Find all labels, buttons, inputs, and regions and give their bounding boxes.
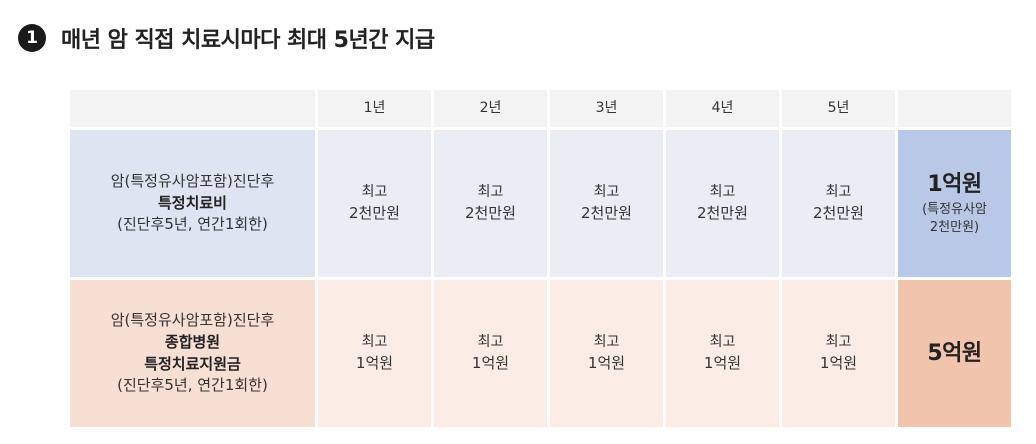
cell-amount: 2천만원 [697, 203, 748, 222]
row-label-line: 암(특정유사암포함)진단후 [110, 311, 275, 329]
row-label-title: 종합병원 [164, 332, 221, 351]
cell-amount: 2천만원 [465, 203, 516, 222]
table-row: 암(특정유사암포함)진단후 특정치료비 (진단후5년, 연간1회한) 최고 2천… [70, 130, 1011, 277]
cell-max-label: 최고 [361, 334, 388, 351]
benefit-table: 1년 2년 3년 4년 5년 암(특정유사암포함)진단후 특정치료비 (진단후5… [67, 87, 1014, 430]
cell-amount: 2천만원 [581, 203, 632, 222]
header-total-empty-cell [898, 90, 1011, 127]
total-cell: 5억원 [898, 280, 1011, 427]
row-label-note: (진단후5년, 연간1회한) [117, 215, 268, 234]
total-amount: 5억원 [927, 340, 982, 366]
year-cell: 최고 2천만원 [782, 130, 895, 277]
number-badge: 1 [18, 24, 46, 52]
table-header-row: 1년 2년 3년 4년 5년 [70, 90, 1011, 127]
year-cell: 최고 1억원 [782, 280, 895, 427]
cell-max-label: 최고 [593, 334, 620, 351]
total-amount: 1억원 [927, 171, 982, 197]
year-cell: 최고 2천만원 [318, 130, 431, 277]
header-year-1: 1년 [318, 90, 431, 127]
year-cell: 최고 1억원 [318, 280, 431, 427]
cell-max-label: 최고 [477, 184, 504, 201]
cell-amount: 1억원 [703, 353, 742, 372]
row-label-title: 특정치료지원금 [144, 354, 241, 373]
total-note: (특정유사암 [922, 201, 987, 217]
cell-amount: 2천만원 [813, 203, 864, 222]
year-cell: 최고 2천만원 [434, 130, 547, 277]
header-year-5: 5년 [782, 90, 895, 127]
year-cell: 최고 1억원 [434, 280, 547, 427]
section-title: 매년 암 직접 치료시마다 최대 5년간 지급 [61, 28, 435, 53]
year-cell: 최고 1억원 [550, 280, 663, 427]
cell-max-label: 최고 [825, 184, 852, 201]
cell-amount: 1억원 [819, 353, 858, 372]
cell-max-label: 최고 [477, 334, 504, 351]
cell-amount: 1억원 [471, 353, 510, 372]
section-heading: 1 매년 암 직접 치료시마다 최대 5년간 지급 [18, 22, 435, 54]
row-label-treatment-cost: 암(특정유사암포함)진단후 특정치료비 (진단후5년, 연간1회한) [70, 130, 315, 277]
cell-amount: 1억원 [587, 353, 626, 372]
cell-amount: 2천만원 [349, 203, 400, 222]
header-year-2: 2년 [434, 90, 547, 127]
cell-max-label: 최고 [825, 334, 852, 351]
year-cell: 최고 2천만원 [666, 130, 779, 277]
year-cell: 최고 2천만원 [550, 130, 663, 277]
total-note: 2천만원) [929, 220, 980, 236]
header-year-3: 3년 [550, 90, 663, 127]
cell-max-label: 최고 [361, 184, 388, 201]
cell-max-label: 최고 [593, 184, 620, 201]
row-label-note: (진단후5년, 연간1회한) [117, 376, 268, 395]
row-label-line: 암(특정유사암포함)진단후 [110, 171, 275, 190]
table-row: 암(특정유사암포함)진단후 종합병원 특정치료지원금 (진단후5년, 연간1회한… [70, 280, 1011, 427]
total-cell: 1억원 (특정유사암 2천만원) [898, 130, 1011, 277]
row-label-title: 특정치료비 [157, 193, 227, 212]
year-cell: 최고 1억원 [666, 280, 779, 427]
cell-max-label: 최고 [709, 334, 736, 351]
cell-max-label: 최고 [709, 184, 736, 201]
cell-amount: 1억원 [355, 353, 394, 372]
header-year-4: 4년 [666, 90, 779, 127]
header-empty-cell [70, 90, 315, 127]
row-label-support-fund: 암(특정유사암포함)진단후 종합병원 특정치료지원금 (진단후5년, 연간1회한… [70, 280, 315, 427]
